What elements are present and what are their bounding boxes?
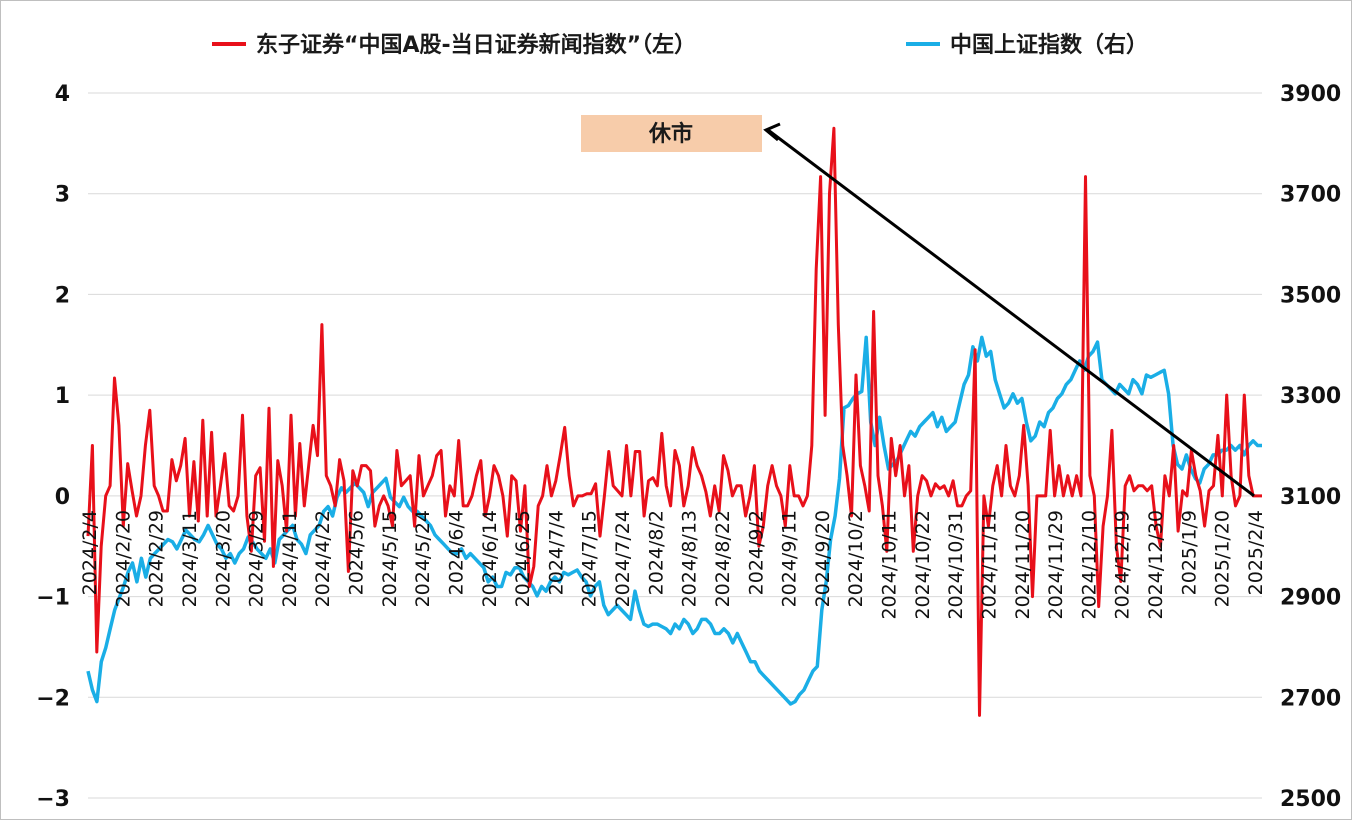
left-tick-label: 1: [55, 384, 70, 409]
x-axis-ticks: 2024/2/4 2024/2/20 2024/2/29 2024/3/11 2024/…: [79, 510, 1267, 620]
right-tick-label: 3700: [1280, 183, 1341, 208]
x-tick-label: 2024/11/11: [978, 510, 1000, 620]
left-tick-label: −3: [36, 787, 70, 812]
x-tick-label: 2024/5/15: [379, 510, 401, 607]
left-tick-label: −1: [36, 586, 70, 611]
x-tick-label: 2024/3/29: [246, 510, 268, 607]
right-tick-label: 3500: [1280, 283, 1341, 308]
x-tick-label: 2025/1/20: [1212, 510, 1234, 607]
left-tick-label: 2: [55, 283, 70, 308]
x-tick-label: 2024/8/22: [712, 510, 734, 607]
annotation-label: 休市: [648, 121, 693, 147]
x-tick-label: 2024/2/20: [112, 510, 134, 607]
x-tick-label: 2024/3/11: [179, 510, 201, 607]
x-tick-label: 2024/5/6: [346, 510, 368, 595]
x-tick-label: 2025/2/4: [1245, 510, 1267, 595]
legend: 东子证券“中国A股-当日证券新闻指数”（左） 中国上证指数（右）: [212, 32, 1148, 58]
right-axis-ticks: 3900 3700 3500 3300 3100 2900 2700 2500: [1280, 82, 1341, 812]
right-tick-label: 2700: [1280, 686, 1341, 711]
series-line-news: [86, 126, 1262, 717]
series-line-sse: [86, 335, 1262, 706]
x-tick-label: 2024/9/11: [779, 510, 801, 607]
x-tick-label: 2024/10/22: [912, 510, 934, 620]
x-tick-label: 2024/8/2: [645, 510, 667, 595]
x-tick-label: 2024/6/25: [512, 510, 534, 607]
left-tick-label: 3: [55, 183, 70, 208]
x-tick-label: 2024/11/20: [1012, 510, 1034, 620]
x-tick-label: 2024/10/2: [845, 510, 867, 607]
series-lines: [86, 126, 1262, 717]
right-tick-label: 2500: [1280, 787, 1341, 812]
x-tick-label: 2024/3/20: [212, 510, 234, 607]
x-tick-label: 2024/12/10: [1078, 510, 1100, 620]
x-tick-label: 2024/9/2: [745, 510, 767, 595]
left-tick-label: −2: [36, 686, 70, 711]
x-tick-label: 2024/10/11: [879, 510, 901, 620]
right-tick-label: 2900: [1280, 586, 1341, 611]
x-tick-label: 2024/9/20: [812, 510, 834, 607]
x-tick-label: 2024/7/24: [612, 510, 634, 607]
annotation-box: [581, 115, 762, 152]
legend-label-sse: 中国上证指数（右）: [950, 32, 1148, 58]
legend-label-news: 东子证券“中国A股-当日证券新闻指数”（左）: [256, 32, 696, 58]
x-tick-label: 2024/7/15: [579, 510, 601, 607]
right-tick-label: 3100: [1280, 485, 1341, 510]
x-tick-label: 2024/8/13: [679, 510, 701, 607]
x-tick-label: 2024/2/4: [79, 510, 101, 595]
x-tick-label: 2024/4/22: [312, 510, 334, 607]
x-tick-label: 2024/11/29: [1045, 510, 1067, 620]
x-tick-label: 2024/4/11: [279, 510, 301, 607]
x-tick-label: 2024/7/4: [545, 510, 567, 595]
x-tick-label: 2024/6/14: [479, 510, 501, 607]
x-tick-label: 2024/10/31: [945, 510, 967, 620]
x-tick-label: 2024/12/30: [1145, 510, 1167, 620]
x-tick-label: 2024/12/19: [1112, 510, 1134, 620]
left-tick-label: 0: [55, 485, 70, 510]
annotation-arrow: [767, 128, 1255, 498]
left-axis-ticks: 4 3 2 1 0 −1 −2 −3: [36, 82, 70, 812]
right-tick-label: 3300: [1280, 384, 1341, 409]
annotation: 休市: [581, 115, 1255, 498]
left-tick-label: 4: [55, 82, 70, 107]
annotation-arrowhead: [763, 122, 781, 142]
x-tick-label: 2024/2/29: [146, 510, 168, 607]
right-tick-label: 3900: [1280, 82, 1341, 107]
x-tick-label: 2025/1/9: [1178, 510, 1200, 595]
x-tick-label: 2024/5/24: [412, 510, 434, 607]
x-tick-label: 2024/6/4: [445, 510, 467, 595]
